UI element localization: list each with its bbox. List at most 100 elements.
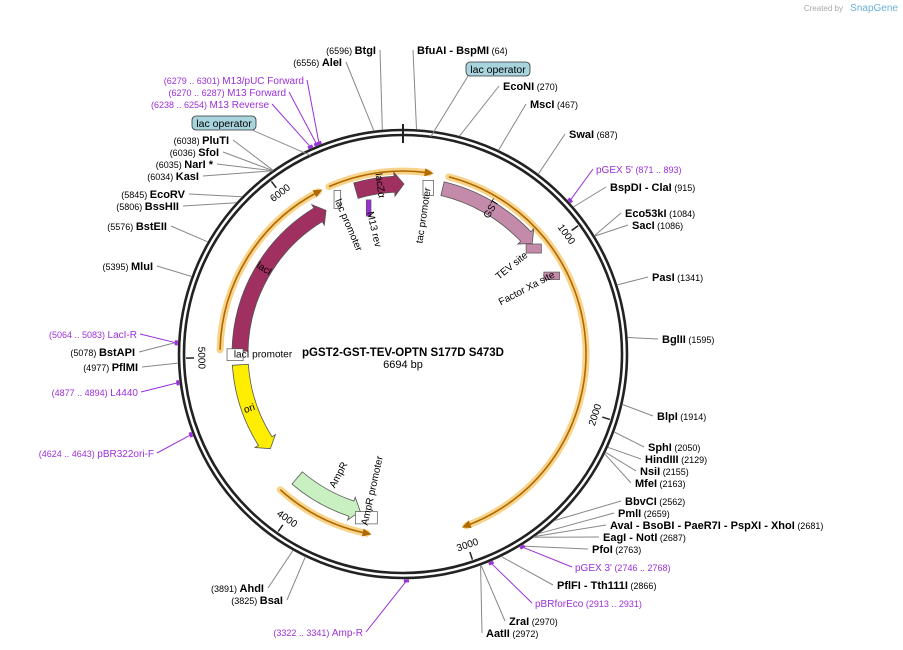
feature-laci[interactable] xyxy=(231,203,327,352)
primer-leader xyxy=(365,580,407,633)
site-label[interactable]: (5078) BstAPI xyxy=(70,347,135,359)
site-name: SacI xyxy=(632,220,655,232)
lac-operator-box[interactable]: lac operator xyxy=(430,61,531,138)
site-name: MscI xyxy=(530,99,554,111)
site-leader xyxy=(222,151,273,172)
primer-label[interactable]: (4624 .. 4643) pBR322ori-F xyxy=(39,449,154,460)
site-label[interactable]: BfuAI - BspMI (64) xyxy=(417,45,508,57)
primer-label[interactable]: (4877 .. 4894) L4440 xyxy=(52,388,139,399)
site-label[interactable]: SphI (2050) xyxy=(648,442,700,454)
site-label[interactable]: EagI - NotI (2687) xyxy=(603,532,686,544)
site-position: (2763) xyxy=(613,545,642,555)
site-label[interactable]: AatII (2972) xyxy=(486,628,538,640)
site-label[interactable]: HindIII (2129) xyxy=(645,454,707,466)
site-label[interactable]: SwaI (687) xyxy=(569,129,618,141)
site-position: (64) xyxy=(489,46,508,56)
site-position: (5806) xyxy=(116,202,145,212)
site-label[interactable]: (5806) BssHII xyxy=(116,201,179,213)
site-name: BstAPI xyxy=(99,347,135,359)
site-label[interactable]: PflFI - Tth111I (2866) xyxy=(557,580,656,592)
site-label[interactable]: NsiI (2155) xyxy=(640,466,689,478)
site-leader xyxy=(605,451,637,472)
site-leader xyxy=(498,103,527,151)
primer-bar xyxy=(188,431,194,438)
site-label[interactable]: (6035) NarI * xyxy=(156,159,214,171)
site-label[interactable]: (6036) SfoI xyxy=(170,147,219,159)
primer-label[interactable]: pGEX 5' (871 .. 893) xyxy=(596,165,681,176)
feature-gst[interactable] xyxy=(440,181,535,245)
site-label[interactable]: Eco53kI (1084) xyxy=(625,208,695,220)
feature-marker[interactable] xyxy=(525,243,542,254)
site-position: (687) xyxy=(594,130,618,140)
primer-label[interactable]: pGEX 3' (2746 .. 2768) xyxy=(575,563,670,574)
site-label[interactable]: (5845) EcoRV xyxy=(121,189,185,201)
primer-range: (6238 .. 6254) xyxy=(151,100,210,110)
site-extra: - BsoBI - PaeR7I - PspXI - XhoI xyxy=(633,520,795,532)
site-name: BbvCI xyxy=(625,496,657,508)
site-label[interactable]: (6038) PluTI xyxy=(174,135,229,147)
site-leader xyxy=(627,336,659,340)
site-label[interactable]: BspDI - ClaI (915) xyxy=(610,182,695,194)
site-label[interactable]: EcoNI (270) xyxy=(503,81,558,93)
primer-leader xyxy=(490,562,533,604)
site-position: (6596) xyxy=(326,46,355,56)
primer-label[interactable]: (6270 .. 6287) M13 Forward xyxy=(169,88,286,99)
site-label[interactable]: AvaI - BsoBI - PaeR7I - PspXI - XhoI (26… xyxy=(610,520,823,532)
site-label[interactable]: (6596) BtgI xyxy=(326,45,376,57)
site-label[interactable]: BlpI (1914) xyxy=(657,411,706,423)
site-label[interactable]: MfeI (2163) xyxy=(635,478,686,490)
feature-lacz-[interactable] xyxy=(353,171,405,199)
site-label[interactable]: (6556) AleI xyxy=(293,57,342,69)
site-name: KasI xyxy=(176,171,199,183)
primer-label[interactable]: (3322 .. 3341) Amp-R xyxy=(273,628,363,639)
site-label[interactable]: ZraI (2970) xyxy=(509,616,558,628)
feature-ori[interactable] xyxy=(231,363,277,450)
site-name: NarI * xyxy=(184,159,213,171)
site-position: (2050) xyxy=(672,443,701,453)
primer-name: L4440 xyxy=(110,388,138,399)
site-label[interactable]: BglII (1595) xyxy=(662,334,714,346)
feature-marker[interactable] xyxy=(365,199,372,217)
primer-label[interactable]: pBRforEco (2913 .. 2931) xyxy=(535,599,642,610)
site-name: MfeI xyxy=(635,478,657,490)
site-name: BfuAI xyxy=(417,45,446,57)
site-label[interactable]: (3891) AhdI xyxy=(211,583,264,595)
site-label[interactable]: (4977) PflMI xyxy=(83,362,138,374)
site-leader xyxy=(232,139,274,171)
feature-marker[interactable] xyxy=(333,190,341,209)
snapgene-logo: SnapGene xyxy=(850,3,898,14)
site-name: PflFI xyxy=(557,580,581,592)
site-label[interactable]: (3825) BsaI xyxy=(231,595,283,607)
primer-label[interactable]: (6238 .. 6254) M13 Reverse xyxy=(151,100,269,111)
site-leader xyxy=(345,61,375,132)
site-name: PasI xyxy=(652,272,675,284)
direction-arc xyxy=(328,170,429,188)
feature-marker[interactable] xyxy=(543,271,560,280)
site-leader xyxy=(607,446,642,460)
site-label[interactable]: (5576) BstEII xyxy=(107,221,167,233)
primer-range: (3322 .. 3341) xyxy=(273,628,332,638)
lac-operator-box[interactable]: lac operator xyxy=(191,115,311,156)
primer-name: Amp-R xyxy=(332,628,363,639)
site-label[interactable]: MscI (467) xyxy=(530,99,578,111)
primer-bar xyxy=(176,380,180,386)
primer-label[interactable]: (5064 .. 5083) LacI-R xyxy=(49,330,137,341)
site-position: (2163) xyxy=(657,479,686,489)
site-label[interactable]: PfoI (2763) xyxy=(592,544,641,556)
site-label[interactable]: BbvCI (2562) xyxy=(625,496,685,508)
site-leader xyxy=(622,403,654,417)
feature-marker[interactable] xyxy=(422,179,434,196)
site-position: (2972) xyxy=(510,629,539,639)
site-label[interactable]: (5395) MluI xyxy=(102,261,153,273)
site-label[interactable]: (6034) KasI xyxy=(147,171,199,183)
primer-name: M13/pUC Forward xyxy=(222,76,304,87)
site-label[interactable]: PasI (1341) xyxy=(652,272,703,284)
site-name: HindIII xyxy=(645,454,679,466)
feature-marker[interactable] xyxy=(354,511,378,525)
site-label[interactable]: PmlI (2659) xyxy=(618,508,670,520)
feature-marker[interactable] xyxy=(226,348,244,361)
site-label[interactable]: SacI (1086) xyxy=(632,220,683,232)
primer-label[interactable]: (6279 .. 6301) M13/pUC Forward xyxy=(164,76,304,87)
site-name: BglII xyxy=(662,334,686,346)
feature-ampr[interactable] xyxy=(291,471,361,522)
